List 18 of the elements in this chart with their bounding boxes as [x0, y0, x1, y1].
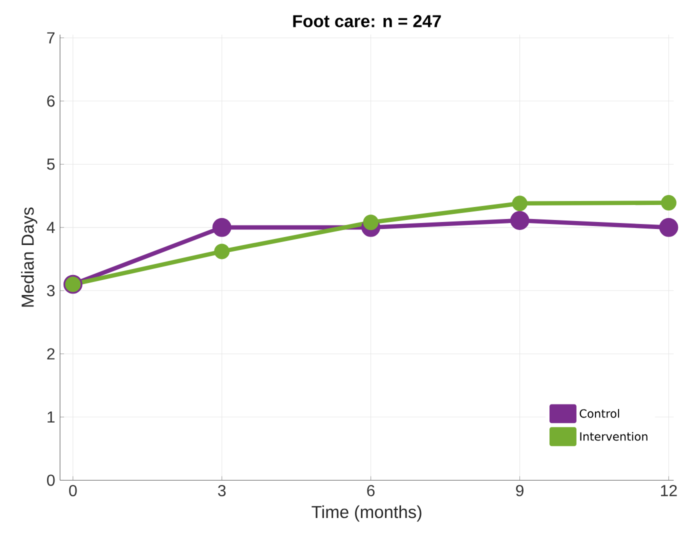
y-tick-label: 6 — [47, 96, 55, 107]
x-tick-label: 0 — [69, 485, 77, 496]
x-tick-label: 3 — [218, 485, 226, 496]
x-axis-title: Time (months) — [312, 506, 422, 522]
chart-title: Foot care: n = 247 — [293, 15, 441, 28]
x-tick-label: 12 — [661, 485, 677, 496]
y-axis-title: Median Days — [21, 208, 38, 307]
x-tick-label: 9 — [516, 485, 524, 496]
y-tick-label: 3 — [47, 285, 55, 296]
legend-label: Control — [580, 409, 620, 418]
y-tick-label: 7 — [47, 32, 55, 44]
y-tick-label: 0 — [47, 474, 55, 486]
y-tick-label: 1 — [48, 412, 55, 423]
legend-label: Intervention — [580, 432, 648, 441]
y-tick-label: 4 — [46, 222, 55, 234]
y-tick-label: 5 — [47, 158, 55, 170]
y-tick-label: 2 — [47, 348, 55, 360]
x-tick-label: 6 — [367, 485, 375, 496]
